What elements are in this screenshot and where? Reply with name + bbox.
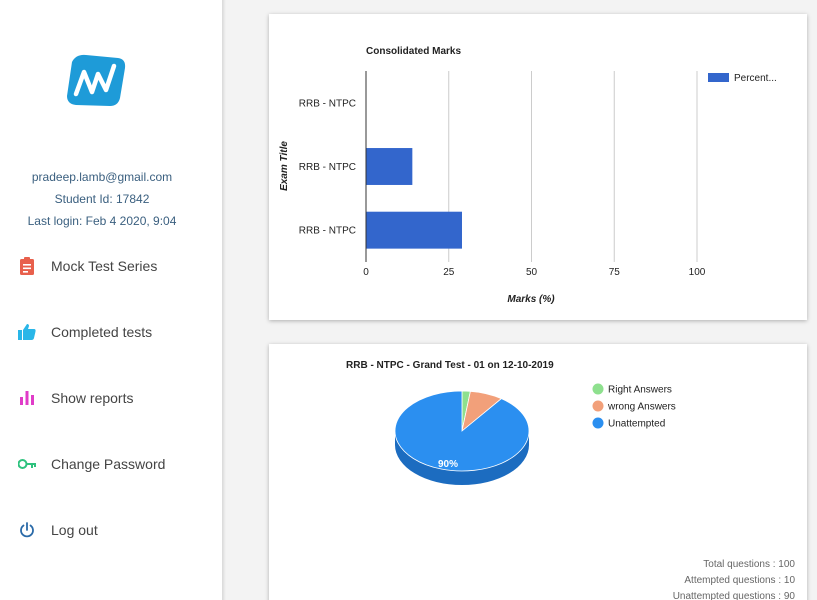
sidebar: pradeep.lamb@gmail.com Student Id: 17842… xyxy=(0,0,222,600)
bar xyxy=(366,148,413,185)
consolidated-marks-chart: Consolidated Marks RRB - NTPC RRB - NTPC R… xyxy=(279,46,777,305)
last-login: Last login: Feb 4 2020, 9:04 xyxy=(27,214,177,228)
legend-swatch xyxy=(708,73,729,82)
brand-logo xyxy=(67,54,126,106)
nav-completed-tests[interactable]: Completed tests xyxy=(18,318,218,346)
x-tick-label: 50 xyxy=(526,267,538,278)
x-tick-label: 75 xyxy=(609,267,621,278)
x-tick-label: 100 xyxy=(689,267,706,278)
grand-test-card: RRB - NTPC - Grand Test - 01 on 12-10-20… xyxy=(269,344,807,600)
y-tick-label: RRB - NTPC xyxy=(299,98,356,109)
sidebar-divider xyxy=(222,0,226,600)
bar xyxy=(366,211,462,249)
total-questions: Total questions : 100 xyxy=(703,559,795,570)
chart-title: Consolidated Marks xyxy=(366,46,461,57)
x-tick-label: 0 xyxy=(363,267,369,278)
attempted-questions: Attempted questions : 10 xyxy=(684,575,795,586)
nav-label: Completed tests xyxy=(51,324,153,340)
bar-chart-icon xyxy=(18,389,36,407)
legend-dot xyxy=(592,383,604,395)
user-email: pradeep.lamb@gmail.com xyxy=(31,170,173,184)
nav-mock-test-series[interactable]: Mock Test Series xyxy=(18,252,218,280)
x-tick-label: 25 xyxy=(443,267,455,278)
nav-label: Log out xyxy=(51,522,98,538)
key-icon xyxy=(18,455,36,473)
nav-label: Show reports xyxy=(51,390,134,406)
unattempted-questions: Unattempted questions : 90 xyxy=(672,591,795,600)
legend-label: Right Answers xyxy=(608,385,672,396)
y-tick-label: RRB - NTPC xyxy=(299,162,356,173)
clipboard-icon xyxy=(18,257,36,275)
pie-depth-side xyxy=(395,431,529,485)
nav-log-out[interactable]: Log out xyxy=(18,516,218,544)
thumbs-up-icon xyxy=(18,323,36,341)
power-icon xyxy=(18,521,36,539)
x-axis-label: Marks (%) xyxy=(507,294,555,305)
y-tick-label: RRB - NTPC xyxy=(299,226,356,237)
pie-title: RRB - NTPC - Grand Test - 01 on 12-10-20… xyxy=(346,360,554,371)
nav-label: Change Password xyxy=(51,456,166,472)
legend-label: Percent... xyxy=(734,73,777,84)
legend-dot xyxy=(592,417,604,429)
y-axis-label: Exam Title xyxy=(279,141,290,191)
legend-label: wrong Answers xyxy=(607,402,676,413)
pie-data-label: 90% xyxy=(438,459,458,470)
legend-dot xyxy=(592,400,604,412)
nav-change-password[interactable]: Change Password xyxy=(18,450,218,478)
consolidated-marks-card: Consolidated Marks RRB - NTPC RRB - NTPC R… xyxy=(269,14,807,320)
student-id: Student Id: 17842 xyxy=(54,192,150,206)
pie-slice xyxy=(394,390,530,472)
grand-test-pie-chart: RRB - NTPC - Grand Test - 01 on 12-10-20… xyxy=(346,360,676,485)
main-content: Consolidated Marks RRB - NTPC RRB - NTPC R… xyxy=(226,0,817,600)
nav-label: Mock Test Series xyxy=(51,258,158,274)
legend-label: Unattempted xyxy=(608,419,665,430)
nav-show-reports[interactable]: Show reports xyxy=(18,384,218,412)
